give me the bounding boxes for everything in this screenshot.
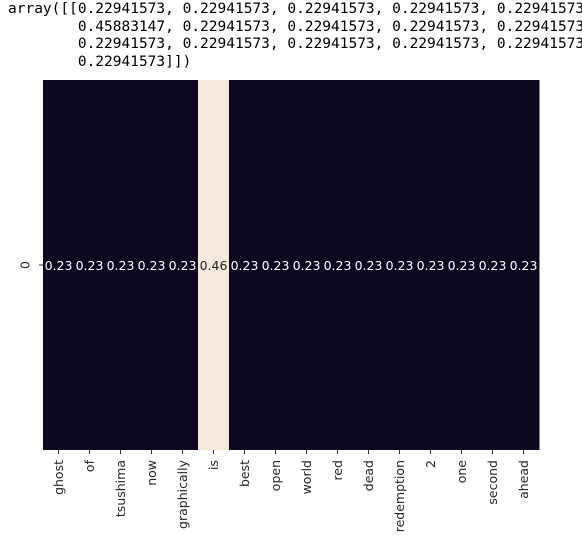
heatmap-cell (353, 80, 385, 450)
x-tick-label: one (454, 460, 469, 484)
heatmap-cell (229, 80, 261, 450)
cell-annotation: 0.46 (200, 258, 228, 273)
heatmap-cell (446, 80, 478, 450)
x-tick-label: dead (361, 460, 376, 491)
heatmap-cell (105, 80, 137, 450)
x-tick-label: ahead (516, 460, 531, 499)
x-tick-label: of (82, 459, 97, 472)
x-tick-label: now (144, 460, 159, 486)
x-tick-label: is (206, 460, 221, 470)
array-output-line: array([[0.22941573, 0.22941573, 0.229415… (8, 1, 582, 17)
cell-annotation: 0.23 (293, 258, 321, 273)
cell-annotation: 0.23 (45, 258, 73, 273)
heatmap-cell (260, 80, 292, 450)
x-tick-label: redemption (392, 460, 407, 532)
heatmap-cell (415, 80, 447, 450)
heatmap-cell (508, 80, 540, 450)
cell-annotation: 0.23 (231, 258, 259, 273)
cell-annotation: 0.23 (107, 258, 135, 273)
cell-annotation: 0.23 (479, 258, 507, 273)
cell-annotation: 0.23 (262, 258, 290, 273)
y-tick-label: 0 (18, 261, 33, 269)
x-tick-label: second (485, 460, 500, 505)
x-tick-label: best (237, 460, 252, 487)
heatmap-cell (43, 80, 75, 450)
heatmap-cell (198, 80, 230, 450)
heatmap-cell (167, 80, 199, 450)
heatmap-cell (477, 80, 509, 450)
cell-annotation: 0.23 (138, 258, 166, 273)
heatmap-cell (384, 80, 416, 450)
heatmap-cells (43, 80, 540, 450)
x-tick-label: red (330, 460, 345, 481)
x-tick-label: ghost (51, 460, 66, 495)
x-tick-labels: ghost of tsushima now graphically is best open w… (51, 450, 531, 532)
y-tick-labels: 0 (18, 261, 43, 269)
heatmap-cell (291, 80, 323, 450)
cell-annotation: 0.23 (324, 258, 352, 273)
array-output-line: 0.22941573]]) (8, 53, 192, 70)
x-tick-label: world (299, 460, 314, 494)
heatmap-cell (136, 80, 168, 450)
x-tick-label: graphically (175, 459, 190, 529)
cell-annotation: 0.23 (417, 258, 445, 273)
x-tick-label: 2 (423, 460, 438, 468)
array-output: array([[0.22941573, 0.22941573, 0.229415… (8, 1, 582, 71)
cell-annotation: 0.23 (76, 258, 104, 273)
cell-annotation: 0.23 (386, 258, 414, 273)
array-output-line: 0.22941573, 0.22941573, 0.22941573, 0.22… (8, 36, 582, 52)
cell-annotation: 0.23 (355, 258, 383, 273)
x-tick-label: tsushima (113, 460, 128, 517)
array-output-line: 0.45883147, 0.22941573, 0.22941573, 0.22… (8, 18, 582, 35)
heatmap-cell (322, 80, 354, 450)
heatmap-cell (74, 80, 106, 450)
cell-annotation: 0.23 (169, 258, 197, 273)
cell-annotation: 0.23 (510, 258, 538, 273)
cell-annotation: 0.23 (448, 258, 476, 273)
cell-annotations: 0.23 0.23 0.23 0.23 0.23 0.46 0.23 0.23 0.23 0.23… (45, 258, 538, 273)
x-tick-label: open (268, 460, 283, 491)
